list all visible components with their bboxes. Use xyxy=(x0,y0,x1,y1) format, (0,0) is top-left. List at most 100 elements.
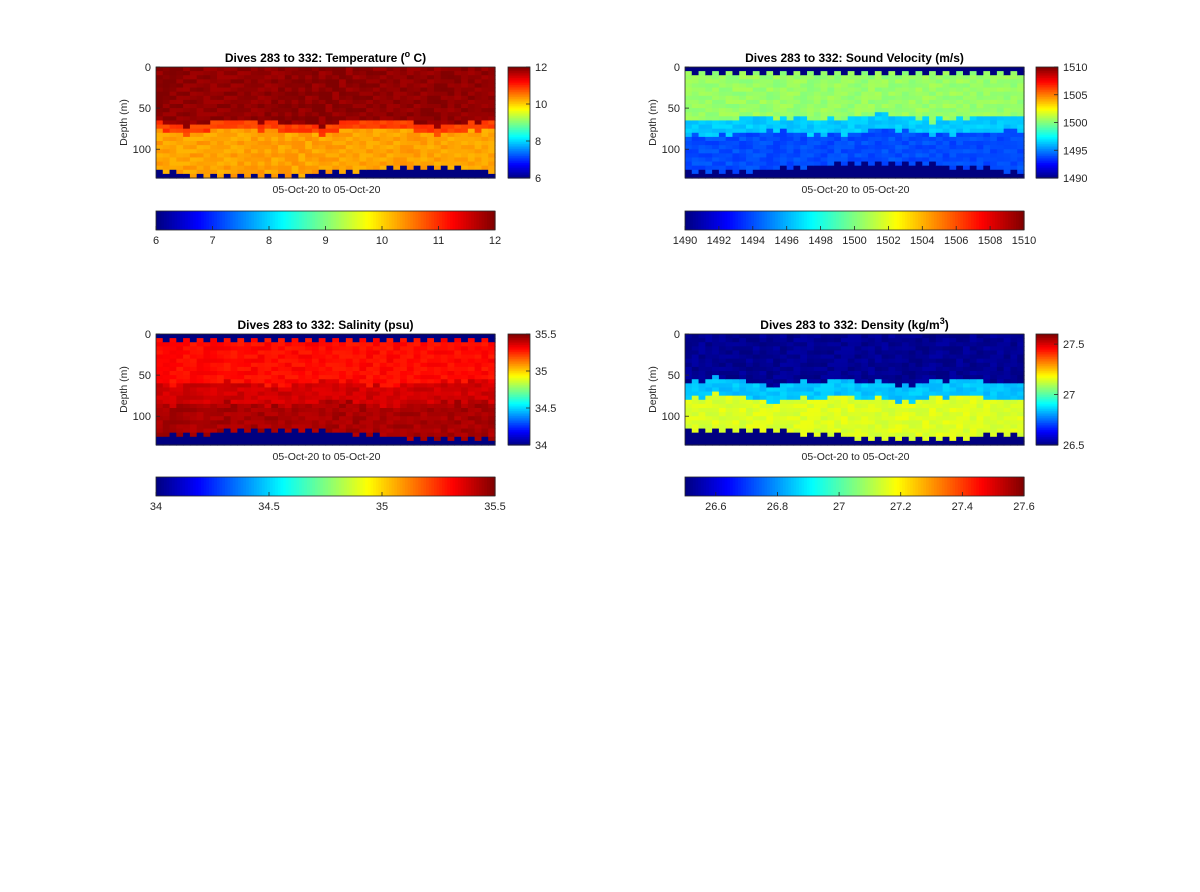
title-text: Dives 283 to 332: Temperature ( xyxy=(225,51,405,65)
heatmap-cell xyxy=(305,375,313,380)
heatmap-cell xyxy=(800,132,808,138)
heatmap-cell xyxy=(183,379,191,384)
colorbar-segment xyxy=(386,211,390,230)
heatmap-cell xyxy=(244,334,252,339)
heatmap-cell xyxy=(284,128,293,134)
heatmap-cell xyxy=(237,350,245,356)
colorbar-tick-label: 12 xyxy=(535,62,547,74)
heatmap-cell xyxy=(481,391,489,397)
heatmap-cell xyxy=(386,71,394,76)
heatmap-cell xyxy=(834,83,842,89)
heatmap-cell xyxy=(189,338,198,343)
heatmap-cell xyxy=(433,95,442,101)
heatmap-cell xyxy=(250,346,259,352)
heatmap-cell xyxy=(840,75,849,80)
heatmap-cell xyxy=(359,120,367,126)
heatmap-cell xyxy=(420,362,428,368)
heatmap-cell xyxy=(718,428,727,434)
heatmap-cell xyxy=(332,436,340,442)
heatmap-cell xyxy=(257,366,266,372)
heatmap-cell xyxy=(305,120,313,126)
heatmap-cell xyxy=(467,99,476,105)
heatmap-cell xyxy=(712,403,720,409)
heatmap-cell xyxy=(298,153,306,159)
heatmap-cell xyxy=(691,71,700,76)
heatmap-cell xyxy=(949,104,957,109)
heatmap-cell xyxy=(210,366,218,372)
heatmap-cell xyxy=(861,75,869,80)
heatmap-cell xyxy=(685,432,693,438)
heatmap-cell xyxy=(685,416,693,421)
heatmap-cell xyxy=(834,71,842,76)
heatmap-cell xyxy=(250,350,259,356)
heatmap-cell xyxy=(379,432,388,438)
heatmap-cell xyxy=(881,149,889,154)
colorbar-segment xyxy=(436,211,440,230)
heatmap-cell xyxy=(386,104,394,109)
heatmap-cell xyxy=(400,83,408,89)
heatmap-cell xyxy=(291,428,299,434)
heatmap-cell xyxy=(786,104,795,109)
colorbar-segment xyxy=(214,211,218,230)
heatmap-cell xyxy=(386,358,394,364)
heatmap-cell xyxy=(162,420,171,426)
heatmap-cell xyxy=(1017,95,1025,101)
heatmap-cell xyxy=(366,334,374,339)
heatmap-cell xyxy=(169,161,177,167)
heatmap-cell xyxy=(874,161,883,167)
heatmap-cell xyxy=(203,362,211,368)
heatmap-cell xyxy=(386,440,394,446)
colorbar-segment xyxy=(904,211,909,230)
heatmap-cell xyxy=(474,153,483,159)
heatmap-cell xyxy=(488,75,496,80)
heatmap-cell xyxy=(739,161,747,167)
heatmap-cell xyxy=(976,128,984,134)
colorbar-segment xyxy=(508,72,530,75)
heatmap-cell xyxy=(169,342,177,347)
heatmap-cell xyxy=(759,136,767,142)
heatmap-cell xyxy=(345,153,354,159)
heatmap-cell xyxy=(332,141,340,146)
heatmap-cell xyxy=(467,338,476,343)
heatmap-cell xyxy=(488,432,496,438)
colorbar-segment xyxy=(508,394,530,398)
heatmap-cell xyxy=(996,157,1005,163)
colorbar-segment xyxy=(804,211,808,230)
heatmap-cell xyxy=(169,399,177,405)
heatmap-cell xyxy=(847,145,856,150)
heatmap-cell xyxy=(732,362,740,368)
heatmap-cell xyxy=(359,145,367,150)
heatmap-cell xyxy=(318,145,327,150)
heatmap-cell xyxy=(271,161,279,167)
heatmap-cell xyxy=(929,75,937,80)
heatmap-cell xyxy=(230,354,238,360)
heatmap-cell xyxy=(237,412,245,417)
colorbar-segment xyxy=(1036,132,1058,136)
heatmap-cell xyxy=(942,128,951,134)
heatmap-cell xyxy=(990,95,998,101)
heatmap-cell xyxy=(400,354,408,360)
colorbar-segment xyxy=(449,211,454,230)
heatmap-cell xyxy=(264,354,272,360)
heatmap-cell xyxy=(766,128,774,134)
heatmap-cell xyxy=(311,387,320,393)
heatmap-cell xyxy=(834,67,842,72)
heatmap-cell xyxy=(888,71,896,76)
colorbar-tick-label: 9 xyxy=(322,235,328,247)
heatmap-cell xyxy=(969,87,978,93)
heatmap-cell xyxy=(712,420,720,426)
colorbar-segment xyxy=(163,211,168,230)
heatmap-cell xyxy=(257,71,266,76)
heatmap-cell xyxy=(393,334,401,339)
heatmap-cell xyxy=(298,141,306,146)
heatmap-cell xyxy=(311,169,320,175)
sound-velocity-axes-box xyxy=(684,66,1025,179)
colorbar-segment xyxy=(346,211,350,230)
heatmap-cell xyxy=(732,145,740,150)
heatmap-cell xyxy=(691,108,700,113)
heatmap-cell xyxy=(752,104,761,109)
heatmap-cell xyxy=(454,346,462,352)
heatmap-cell xyxy=(447,132,455,138)
colorbar-segment xyxy=(880,211,885,230)
heatmap-cell xyxy=(284,104,293,109)
